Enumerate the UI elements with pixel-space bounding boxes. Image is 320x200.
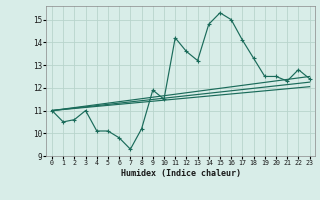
X-axis label: Humidex (Indice chaleur): Humidex (Indice chaleur) bbox=[121, 169, 241, 178]
